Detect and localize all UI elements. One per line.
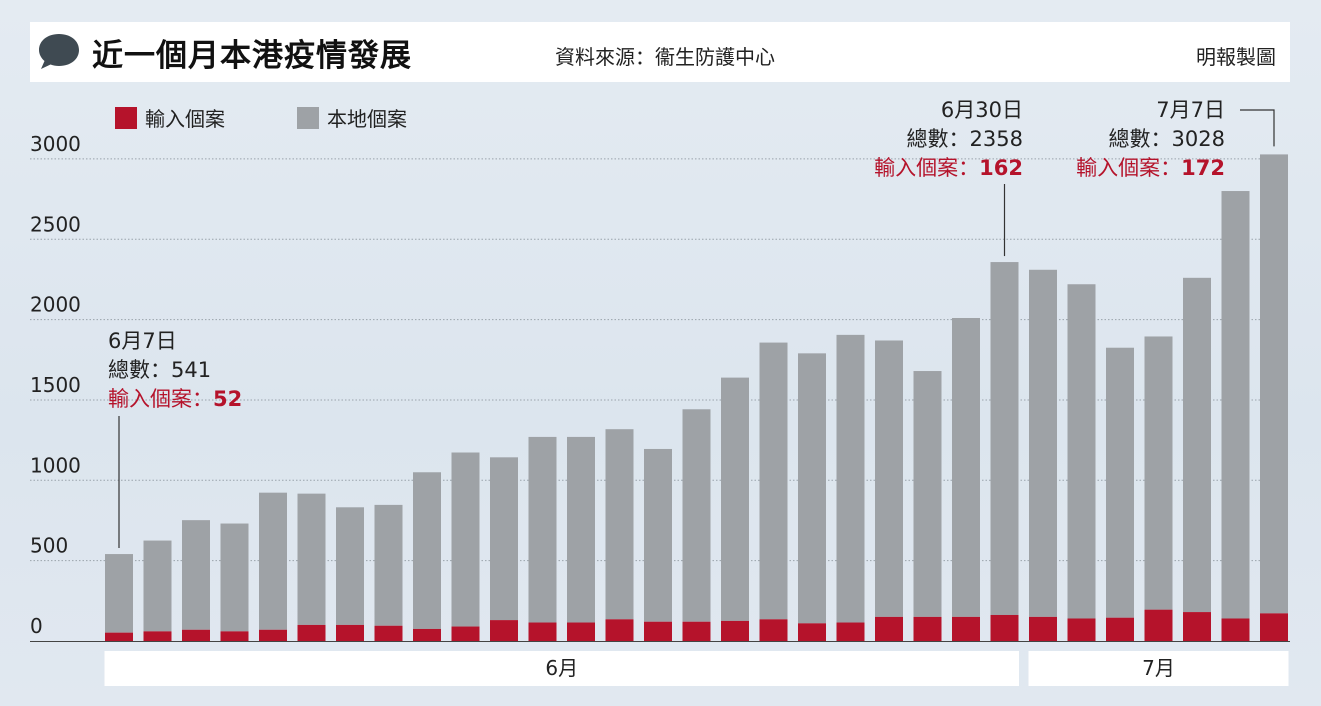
bar-local: [567, 436, 595, 623]
bar-local: [1029, 269, 1057, 617]
bar-imported: [297, 624, 326, 641]
y-tick-label: 2000: [30, 293, 81, 317]
legend-swatch-imported: [115, 107, 137, 129]
annotation-imported-value: 162: [979, 156, 1023, 180]
bar-local: [451, 452, 480, 627]
bar-imported: [952, 616, 980, 641]
bar-imported: [913, 616, 942, 641]
bar-imported: [1067, 618, 1096, 641]
annotation-imported-value: 172: [1181, 156, 1225, 180]
annotation-imported-value: 52: [213, 387, 242, 411]
y-tick-label: 2500: [30, 212, 81, 236]
bar-local: [143, 540, 172, 632]
bar-local: [644, 448, 672, 622]
bar-local: [913, 371, 942, 617]
month-label: 7月: [1142, 656, 1175, 680]
bar-imported: [759, 619, 788, 641]
bar-imported: [374, 625, 403, 641]
bar-imported: [1106, 617, 1134, 641]
y-tick-label: 3000: [30, 132, 81, 156]
bar-local: [1183, 277, 1211, 613]
annotation-total: 總數：541: [108, 358, 211, 382]
bar-local: [605, 429, 634, 620]
bar-imported: [413, 628, 441, 641]
legend-label-imported: 輸入個案: [145, 107, 225, 131]
bar-local: [490, 457, 518, 621]
bar-imported: [875, 616, 903, 641]
legend-label-local: 本地個案: [327, 107, 407, 131]
bar-local: [721, 377, 749, 621]
bar-local: [836, 334, 865, 623]
annotation-imported: 輸入個案：162: [874, 156, 1023, 180]
annotation-leader-line: [1240, 109, 1275, 147]
bar-imported: [836, 622, 865, 641]
bar-local: [759, 342, 788, 620]
bar-imported: [490, 620, 518, 641]
annotation-total: 總數：2358: [907, 127, 1023, 151]
bar-local: [336, 507, 364, 625]
bar-local: [1106, 347, 1134, 618]
chart-title: 近一個月本港疫情發展: [92, 38, 412, 74]
annotation-date: 7月7日: [1156, 98, 1225, 122]
bar-imported: [990, 614, 1019, 641]
bar-local: [105, 554, 133, 633]
annotation-total: 總數：3028: [1109, 127, 1225, 151]
month-label: 6月: [545, 656, 578, 680]
annotation-imported: 輸入個案：172: [1076, 156, 1225, 180]
bar-imported: [259, 629, 287, 641]
bar-imported: [1144, 609, 1173, 641]
bar-local: [798, 353, 826, 624]
bar-imported: [528, 622, 557, 641]
bar-imported: [1260, 613, 1288, 641]
annotation-imported-prefix: 輸入個案：: [108, 387, 213, 411]
month-band: [1028, 651, 1289, 686]
bar-imported: [220, 631, 249, 641]
bar-imported: [1029, 616, 1057, 641]
bar-local: [374, 504, 403, 626]
bar-imported: [682, 621, 711, 641]
bar-imported: [605, 619, 634, 641]
bar-local: [297, 493, 326, 625]
y-tick-label: 0: [30, 614, 43, 638]
bar-local: [220, 523, 249, 632]
annotation-imported-prefix: 輸入個案：: [1076, 156, 1181, 180]
y-tick-label: 1000: [30, 453, 81, 477]
annotation-date: 6月30日: [941, 98, 1023, 122]
bar-local: [682, 409, 711, 622]
bar-local: [1144, 336, 1173, 610]
bar-imported: [644, 621, 672, 641]
bar-imported: [1221, 618, 1250, 641]
source-text: 資料來源：衞生防護中心: [555, 45, 775, 69]
bar-local: [1260, 154, 1288, 614]
bar-imported: [336, 624, 364, 641]
bar-local: [1067, 284, 1096, 619]
bar-local: [259, 492, 287, 630]
bar-local: [182, 520, 210, 630]
y-tick-label: 500: [30, 534, 68, 558]
bar-imported: [182, 629, 210, 641]
bar-local: [413, 472, 441, 629]
annotation-imported-prefix: 輸入個案：: [874, 156, 979, 180]
bar-imported: [1183, 612, 1211, 641]
bar-imported: [798, 623, 826, 641]
bar-local: [990, 262, 1019, 615]
legend-swatch-local: [297, 107, 319, 129]
speech-bubble-icon: [39, 34, 79, 69]
bar-local: [528, 436, 557, 623]
bar-imported: [567, 622, 595, 641]
bar-imported: [451, 626, 480, 641]
header-bar: 近一個月本港疫情發展 資料來源：衞生防護中心 明報製圖: [30, 22, 1290, 82]
annotation-date: 6月7日: [108, 329, 177, 353]
y-tick-label: 1500: [30, 373, 81, 397]
annotation-imported: 輸入個案：52: [108, 387, 242, 411]
bar-imported: [721, 620, 749, 641]
month-band: [104, 651, 1019, 686]
bar-imported: [105, 632, 133, 641]
bar-imported: [143, 631, 172, 641]
bar-local: [952, 317, 980, 617]
bar-local: [1221, 191, 1250, 619]
bar-local: [875, 340, 903, 617]
credit-text: 明報製圖: [1196, 45, 1276, 69]
